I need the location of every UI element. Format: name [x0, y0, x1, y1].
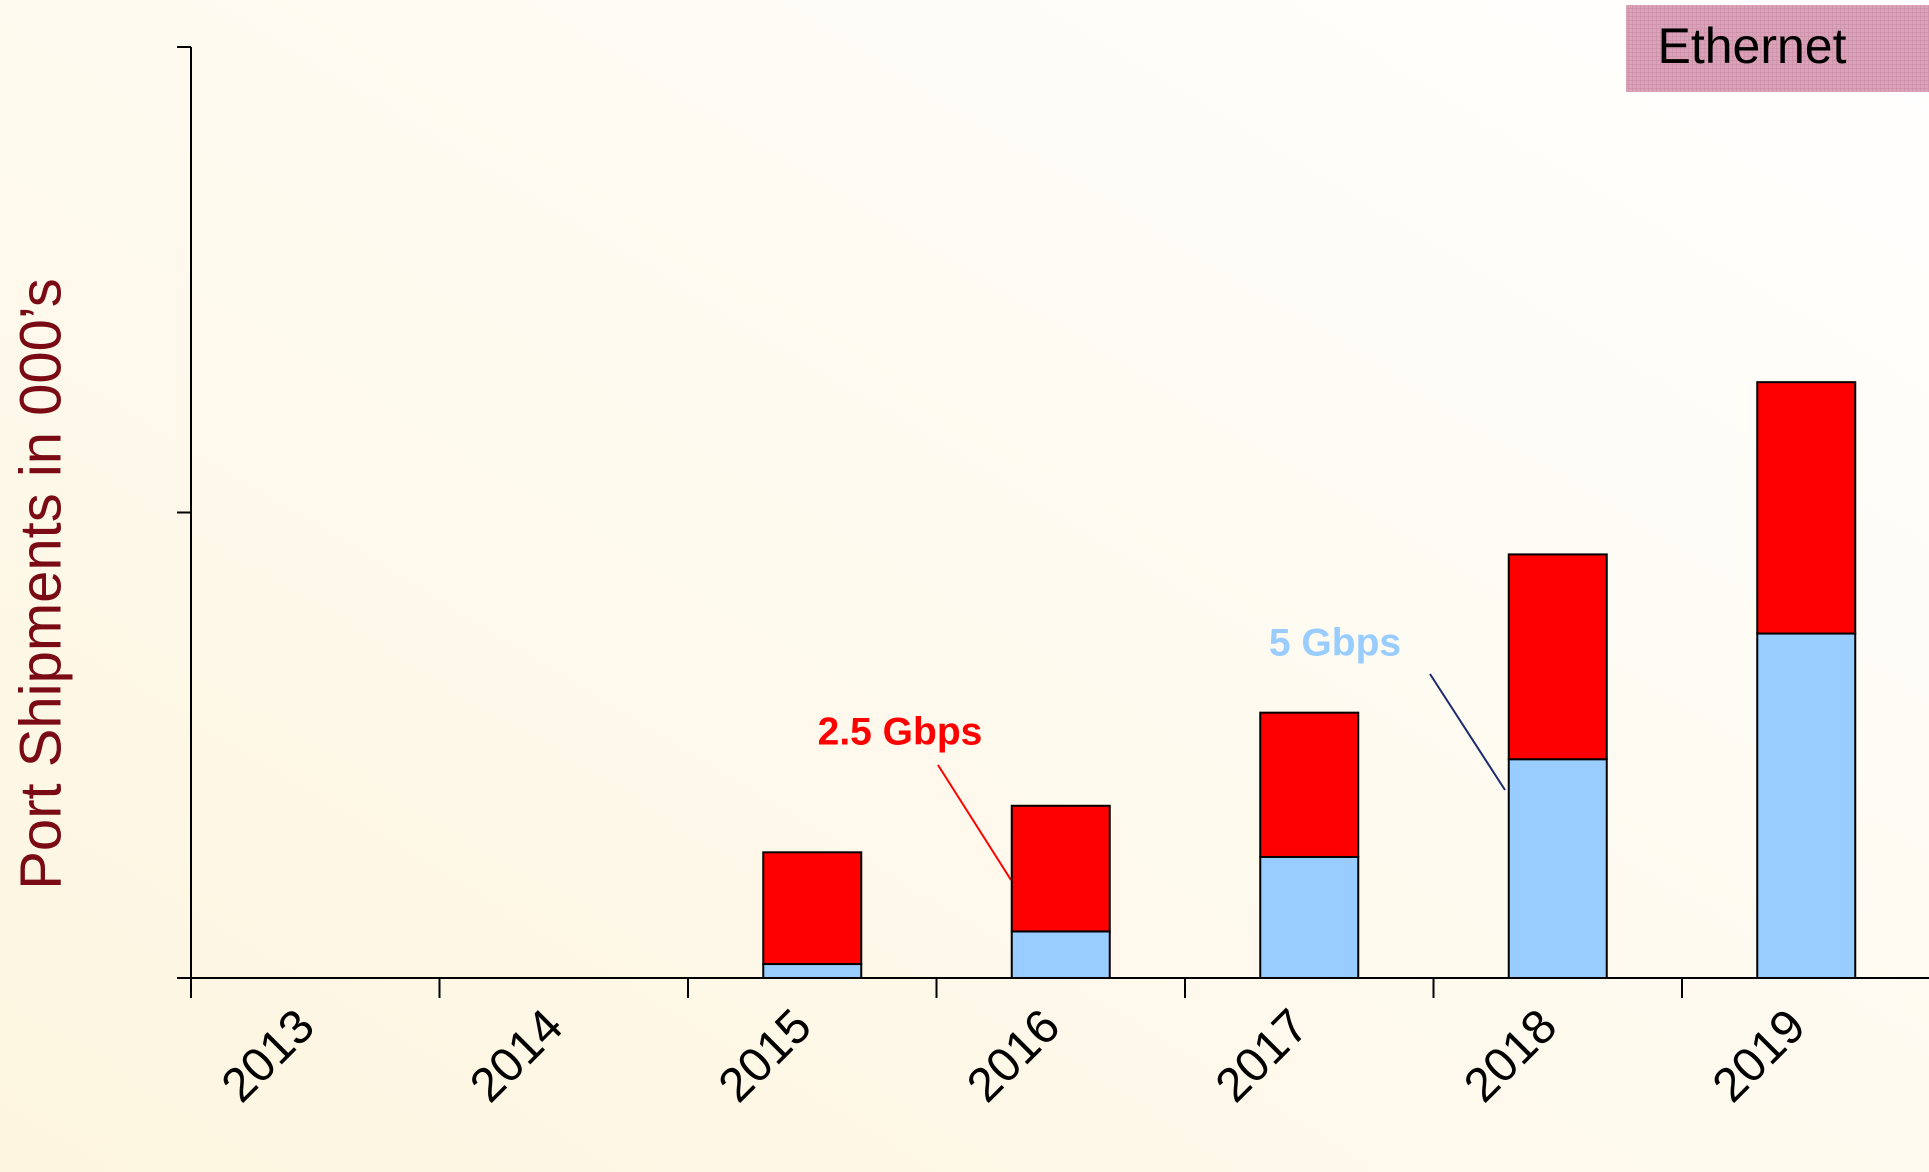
bar-segment	[1756, 632, 1857, 980]
chart-title: Ethernet	[1657, 18, 1846, 74]
bar-segment	[762, 851, 863, 966]
bar-segment	[1507, 553, 1608, 761]
leader-line	[1429, 673, 1506, 791]
bar-segment	[762, 963, 863, 979]
series-label: 2.5 Gbps	[818, 710, 983, 753]
y-axis-label: Port Shipments in 000’s	[8, 278, 73, 890]
bar-segment	[1259, 711, 1360, 858]
bar-segment	[1010, 804, 1111, 933]
bar-segment	[1507, 758, 1608, 980]
title-box	[1626, 5, 1929, 92]
series-label: 5 Gbps	[1269, 621, 1401, 664]
bar-segment	[1259, 855, 1360, 979]
leader-line	[937, 764, 1012, 881]
bar-segment	[1756, 381, 1857, 635]
bar-segment	[1010, 930, 1111, 980]
